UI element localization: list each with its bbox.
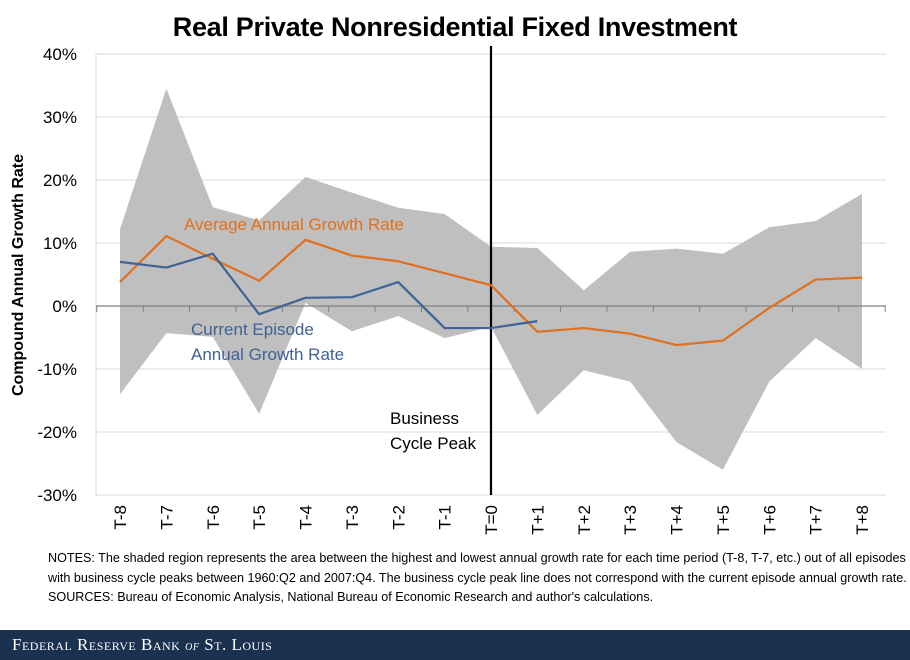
average-growth-line (119, 234, 863, 347)
chart-svg: 40%30%20%10%0%-10%-20%-30% T-8 T-7 T-6 T-5 T… (10, 45, 886, 535)
x-tick-label: T+4 (668, 505, 687, 535)
x-tick-label: T-6 (204, 505, 223, 530)
x-tick-label: T-7 (157, 505, 176, 530)
current-series-label-line1: Current Episode (191, 320, 314, 339)
x-tick-label: T+2 (575, 505, 594, 535)
chart-title: Real Private Nonresidential Fixed Invest… (172, 12, 738, 42)
y-tick-label: 40% (43, 45, 77, 64)
series-layer (119, 234, 863, 347)
x-tick-label: T-5 (250, 505, 269, 530)
sources-text: SOURCES: Bureau of Economic Analysis, Na… (48, 590, 654, 604)
x-tick-label: T+3 (621, 505, 640, 535)
y-tick-label: 10% (43, 234, 77, 253)
peak-label-line1: Business (390, 409, 459, 428)
y-tick-label: 0% (52, 297, 77, 316)
x-tick-label: T+8 (853, 505, 872, 535)
y-axis-label: Compound Annual Growth Rate (10, 154, 27, 396)
footer-text-part3: St. Louis (199, 635, 273, 654)
x-tick-label: T-3 (343, 505, 362, 530)
x-tick-label: T-1 (436, 505, 455, 530)
y-tick-label: 30% (43, 108, 77, 127)
x-tick-label: T+1 (528, 505, 547, 535)
footer-bar: Federal Reserve Bank of St. Louis (0, 630, 910, 660)
footer-logo-text: Federal Reserve Bank of St. Louis (12, 635, 272, 655)
average-series-label: Average Annual Growth Rate (184, 215, 404, 234)
footer-text-part1: Federal Reserve Bank (12, 635, 186, 654)
footer-text-part2: of (185, 639, 200, 654)
x-tick-label: T-8 (111, 505, 130, 530)
x-tick-label: T+7 (807, 505, 826, 535)
y-tick-label: -10% (37, 360, 77, 379)
notes-block: NOTES: The shaded region represents the … (48, 549, 908, 608)
x-tick-labels: T-8 T-7 T-6 T-5 T-4 T-3 T-2 T-1 T=0 T+1 T+2 T+3 T+4 T… (111, 505, 872, 535)
notes-text: NOTES: The shaded region represents the … (48, 551, 907, 585)
peak-label-line2: Cycle Peak (390, 434, 476, 453)
y-tick-label: -30% (37, 486, 77, 505)
x-tick-label: T-2 (389, 505, 408, 530)
current-episode-line (119, 252, 538, 330)
y-tick-label: 20% (43, 171, 77, 190)
x-tick-label: T+6 (760, 505, 779, 535)
x-tick-label: T+5 (714, 505, 733, 535)
y-tick-label: -20% (37, 423, 77, 442)
x-tick-label: T-4 (297, 505, 316, 530)
x-tick-label: T=0 (482, 505, 501, 535)
current-series-label-line2: Annual Growth Rate (191, 345, 344, 364)
y-tick-labels: 40% 30% 20% 10% 0% -10% -20% -30% (37, 45, 77, 505)
